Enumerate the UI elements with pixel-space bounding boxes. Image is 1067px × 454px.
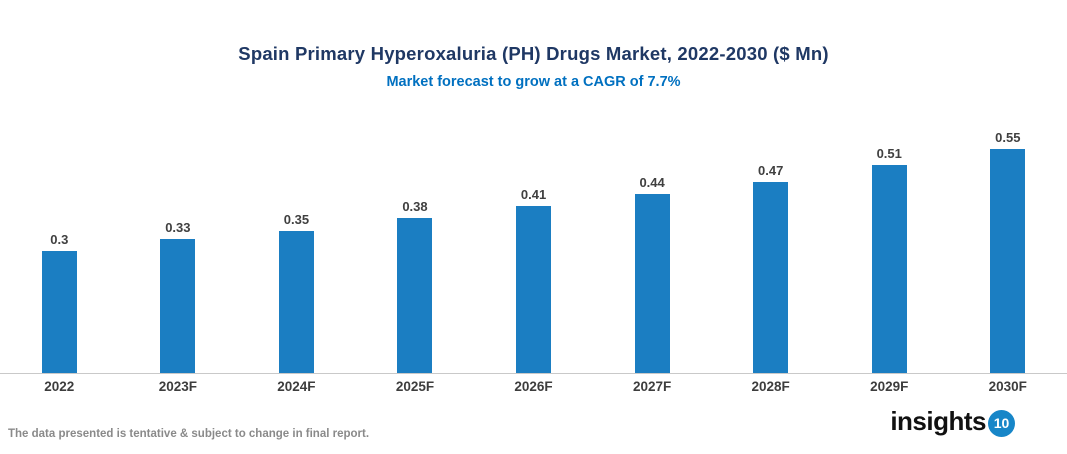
bar-value-label: 0.55 <box>995 130 1021 145</box>
bar-value-label: 0.41 <box>520 187 547 202</box>
bar-value-label: 0.38 <box>402 199 428 214</box>
bar-column-2028f: 0.47 <box>711 120 830 373</box>
bar-2022 <box>41 251 77 373</box>
chart-title: Spain Primary Hyperoxaluria (PH) Drugs M… <box>238 43 829 64</box>
x-tick-label: 2026F <box>514 379 553 394</box>
bar-column-2024f: 0.35 <box>237 120 356 373</box>
x-axis-labels: 2022 2023F 2024F 2025F 2026F 2027F 2028F… <box>0 379 1067 394</box>
bar-column-2027f: 0.44 <box>593 120 712 373</box>
bar-column-2029f: 0.51 <box>830 120 949 373</box>
bar-column-2023f: 0.33 <box>119 120 238 373</box>
bar-column-2022: 0.3 <box>0 120 119 373</box>
bar-value-label: 0.3 <box>50 232 69 247</box>
bar-value-label: 0.33 <box>165 220 191 235</box>
x-tick-label: 2022 <box>44 379 75 394</box>
footer-disclaimer: The data presented is tentative & subjec… <box>8 428 370 440</box>
bar-2026f <box>516 206 552 373</box>
logo-circle-badge: 10 <box>988 409 1015 437</box>
bar-value-label: 0.47 <box>758 163 784 178</box>
insights10-logo: insights 10 <box>890 406 1015 437</box>
x-tick-label: 2029F <box>870 379 909 394</box>
chart-subtitle: Market forecast to grow at a CAGR of 7.7… <box>386 74 681 90</box>
x-tick-label: 2028F <box>751 379 790 394</box>
bar-value-label: 0.51 <box>876 146 902 161</box>
bar-2024f <box>278 231 314 373</box>
x-tick-label: 2025F <box>395 379 435 394</box>
bar-2023f <box>160 239 196 373</box>
bar-chart: 0.3 0.33 0.35 0.38 0.41 0.44 <box>0 120 1067 394</box>
bar-2030f <box>990 149 1026 373</box>
bar-2029f <box>871 165 907 373</box>
bar-2028f <box>753 182 789 373</box>
bar-column-2026f: 0.41 <box>474 120 593 373</box>
bar-column-2030f: 0.55 <box>949 120 1067 373</box>
x-tick-label: 2024F <box>277 379 316 394</box>
bar-column-2025f: 0.38 <box>356 120 475 373</box>
bar-2027f <box>634 194 670 373</box>
x-tick-label: 2027F <box>632 379 672 394</box>
x-tick-label: 2030F <box>988 379 1027 394</box>
bar-value-label: 0.44 <box>639 175 665 190</box>
bar-2025f <box>397 218 433 373</box>
bars-area: 0.3 0.33 0.35 0.38 0.41 0.44 <box>0 120 1067 373</box>
logo-text: insights <box>890 406 986 436</box>
bar-value-label: 0.35 <box>283 212 310 227</box>
x-tick-label: 2023F <box>158 379 197 394</box>
x-axis-line <box>0 373 1067 374</box>
